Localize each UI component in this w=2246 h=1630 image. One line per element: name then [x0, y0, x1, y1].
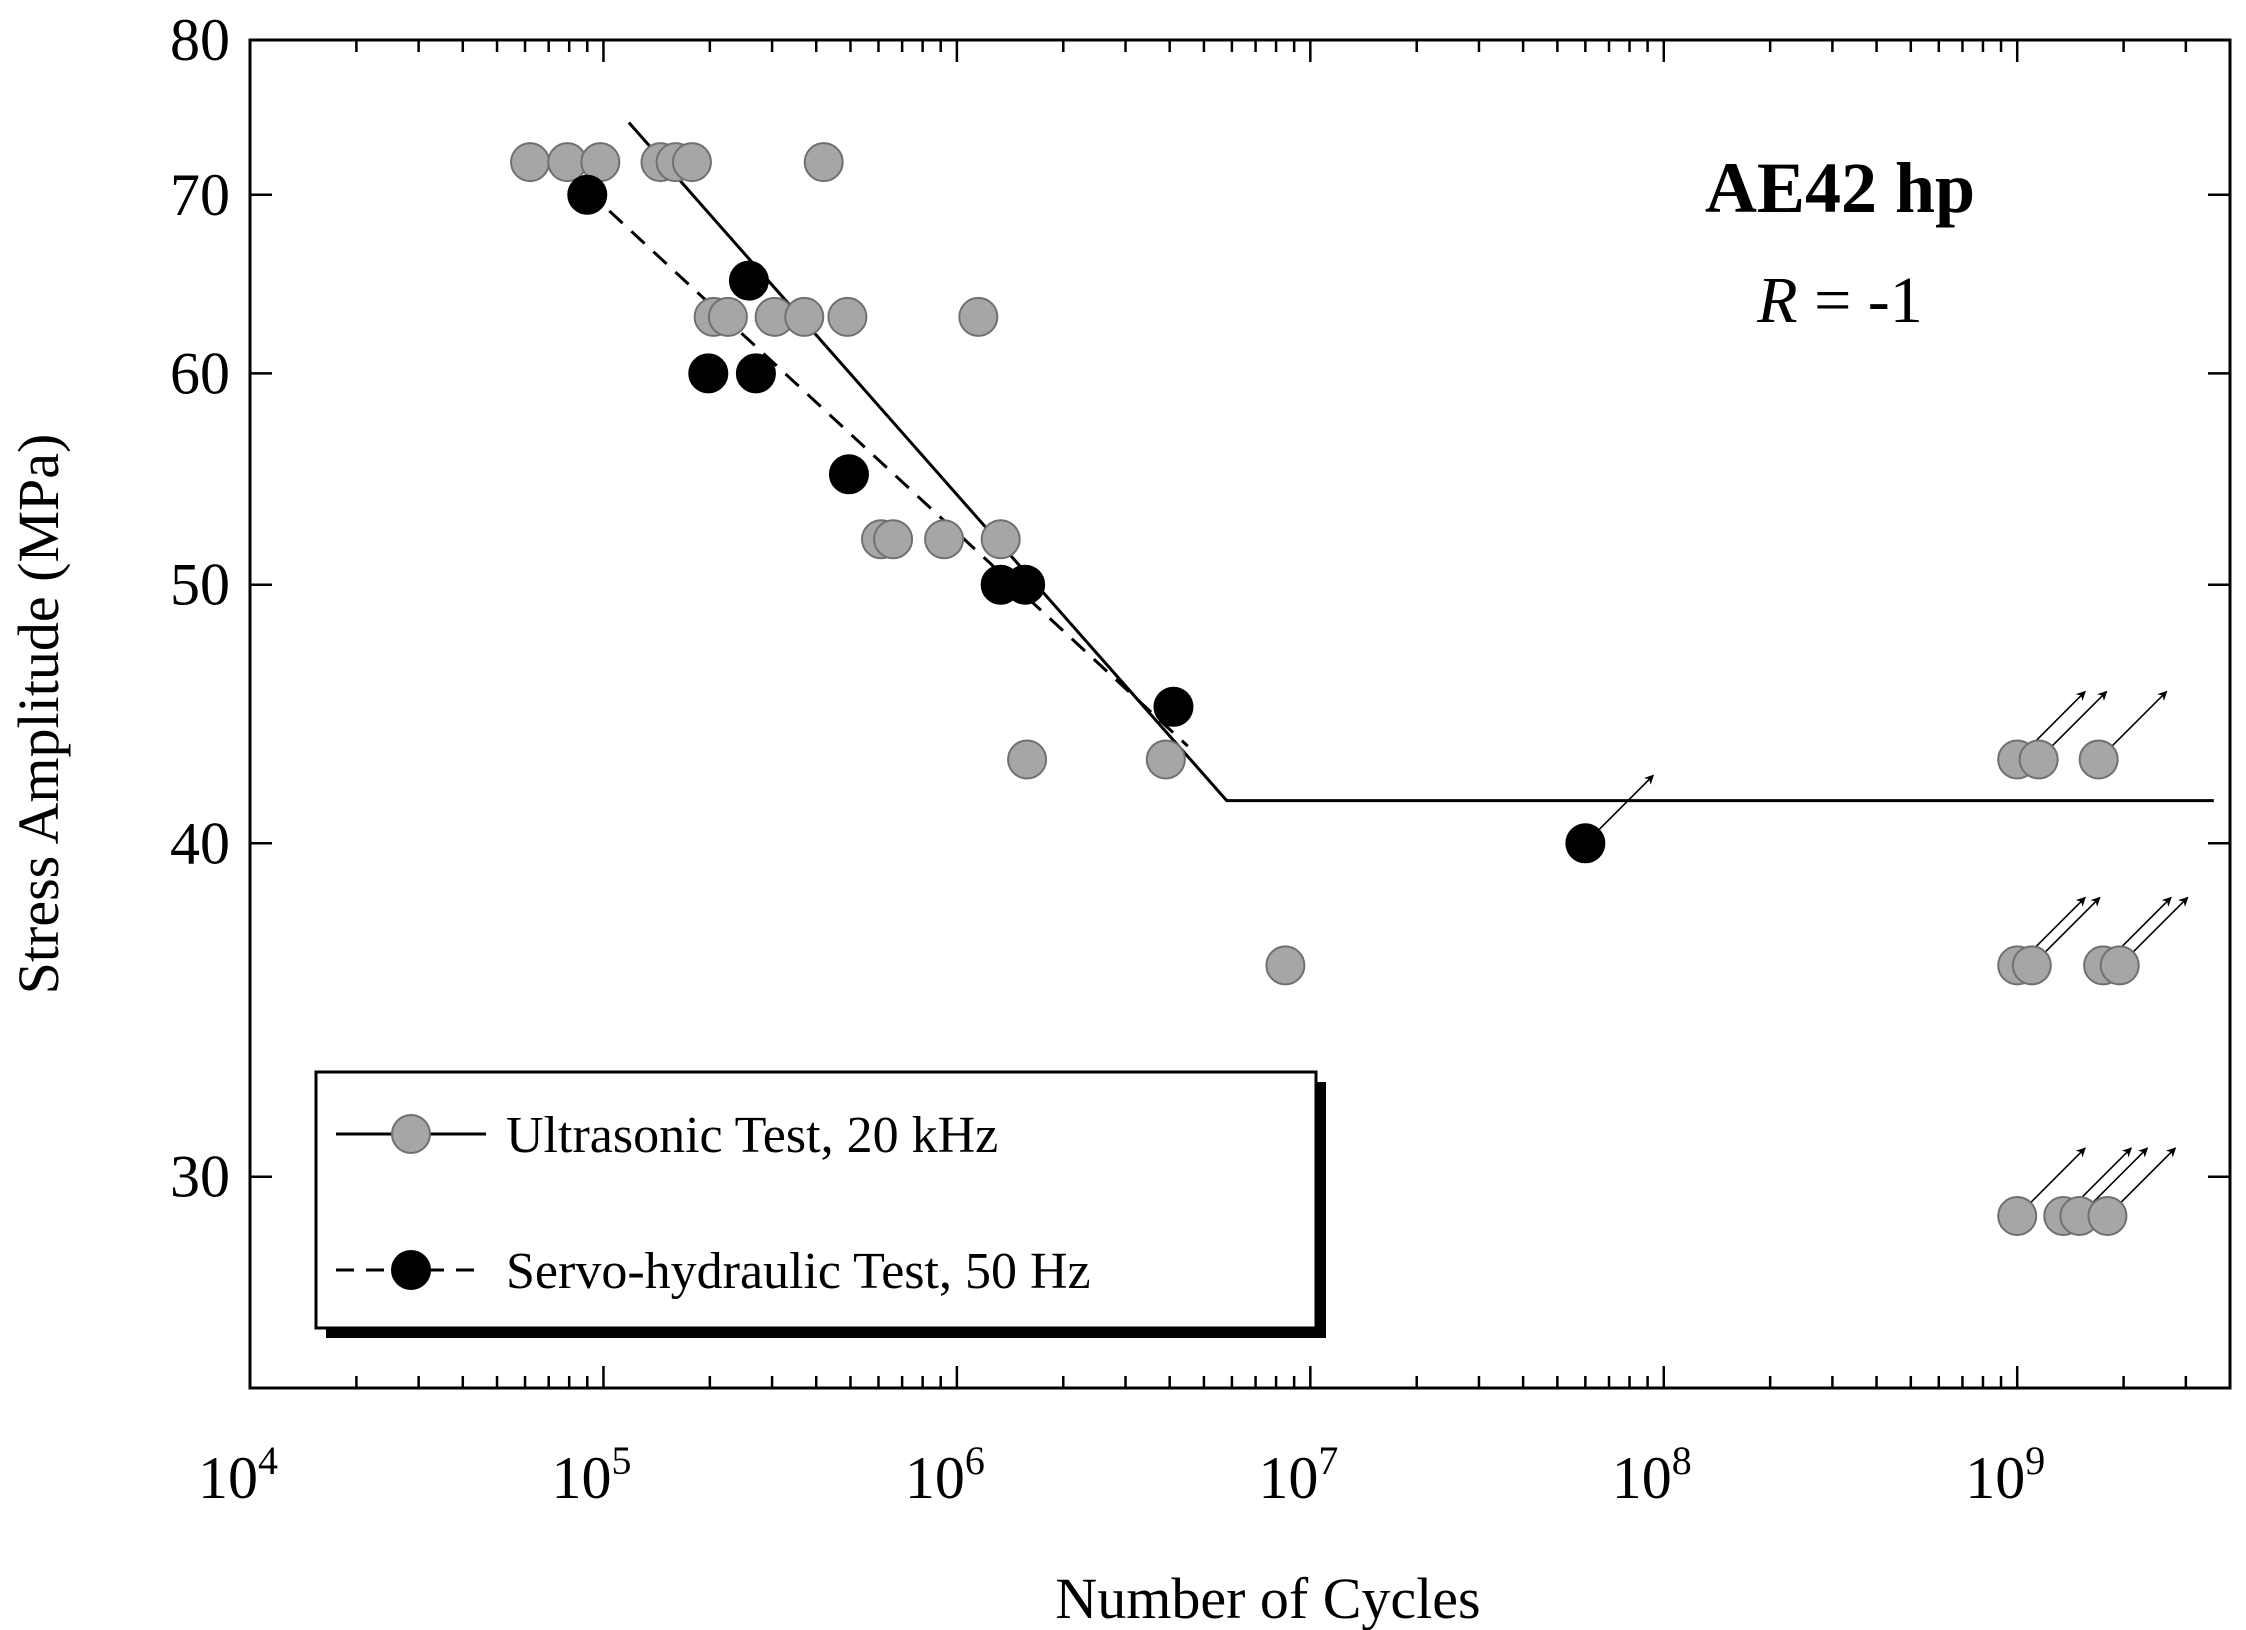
ultrasonic-point	[827, 296, 868, 337]
legend-ultrasonic-marker	[391, 1114, 431, 1154]
plot-frame	[248, 38, 2232, 1390]
x-tick-label: 109	[1965, 1438, 2045, 1511]
ultrasonic-point	[784, 296, 825, 337]
y-tick-label: 40	[170, 810, 230, 876]
y-axis-label: Stress Amplitude (MPa)	[6, 434, 71, 995]
legend-box	[314, 1070, 1318, 1330]
legend: Ultrasonic Test, 20 kHz Servo-hydraulic …	[314, 1070, 1326, 1338]
x-tick-base: 10	[1258, 1445, 1318, 1511]
ultrasonic-point	[2078, 739, 2119, 780]
x-tick-exponent: 9	[2025, 1438, 2045, 1483]
servo-point	[728, 260, 769, 301]
servo-point	[1153, 686, 1194, 727]
legend-servo-marker	[391, 1250, 431, 1290]
ultrasonic-point	[1997, 1195, 2038, 1236]
servo-point	[688, 353, 729, 394]
servo-fit-line	[564, 169, 1189, 748]
ultrasonic-point	[803, 142, 844, 183]
ultrasonic-point	[1265, 945, 1306, 986]
y-tick-label: 30	[170, 1144, 230, 1210]
chart-title: AE42 hp	[1705, 148, 1975, 228]
ultrasonic-point	[924, 519, 965, 560]
ultrasonic-point	[1145, 739, 1186, 780]
servo-point	[1565, 823, 1606, 864]
y-tick-label: 80	[170, 7, 230, 73]
x-tick-labels: 104 105 106 107 108 109	[198, 1438, 2045, 1511]
x-tick-base: 10	[1965, 1445, 2025, 1511]
legend-servo-label: Servo-hydraulic Test, 50 Hz	[506, 1243, 1091, 1300]
ultrasonic-point	[2087, 1195, 2128, 1236]
ultrasonic-point	[510, 142, 551, 183]
y-tick-label: 50	[170, 552, 230, 618]
fit-lines	[564, 121, 2214, 803]
axis-ticks	[248, 38, 2232, 1388]
x-tick-label: 106	[905, 1438, 985, 1511]
ultrasonic-point	[671, 142, 712, 183]
x-tick-exponent: 5	[611, 1438, 631, 1483]
x-tick-exponent: 8	[1672, 1438, 1692, 1483]
y-tick-label: 60	[170, 340, 230, 406]
subtitle-value: = -1	[1798, 264, 1923, 337]
x-axis-label: Number of Cycles	[1055, 1566, 1480, 1630]
ultrasonic-point	[958, 296, 999, 337]
y-tick-labels: 30 40 50 60 70 80	[170, 7, 230, 1210]
ultrasonic-point	[2011, 945, 2052, 986]
x-tick-exponent: 7	[1318, 1438, 1338, 1483]
chart-subtitle: R = -1	[1756, 264, 1923, 337]
servo-point	[735, 353, 776, 394]
x-tick-exponent: 6	[965, 1438, 985, 1483]
ultrasonic-point	[2018, 739, 2059, 780]
data-markers	[510, 142, 2140, 1236]
x-tick-label: 107	[1258, 1438, 1338, 1511]
y-tick-label: 70	[170, 162, 230, 228]
ultrasonic-point	[2099, 945, 2140, 986]
x-tick-base: 10	[905, 1445, 965, 1511]
x-tick-label: 104	[198, 1438, 278, 1511]
x-tick-base: 10	[1612, 1445, 1672, 1511]
x-tick-label: 108	[1612, 1438, 1692, 1511]
servo-point	[567, 174, 608, 215]
x-tick-label: 105	[551, 1438, 631, 1511]
servo-point	[828, 454, 869, 495]
ultrasonic-point	[873, 519, 914, 560]
x-tick-exponent: 4	[258, 1438, 278, 1483]
x-tick-base: 10	[198, 1445, 258, 1511]
legend-ultrasonic-label: Ultrasonic Test, 20 kHz	[506, 1107, 998, 1164]
ultrasonic-fit-line	[627, 121, 2214, 803]
ultrasonic-point	[1007, 739, 1048, 780]
ultrasonic-point	[980, 519, 1021, 560]
subtitle-variable: R	[1756, 264, 1797, 337]
servo-point	[1005, 564, 1046, 605]
ultrasonic-point	[707, 296, 748, 337]
x-tick-base: 10	[551, 1445, 611, 1511]
